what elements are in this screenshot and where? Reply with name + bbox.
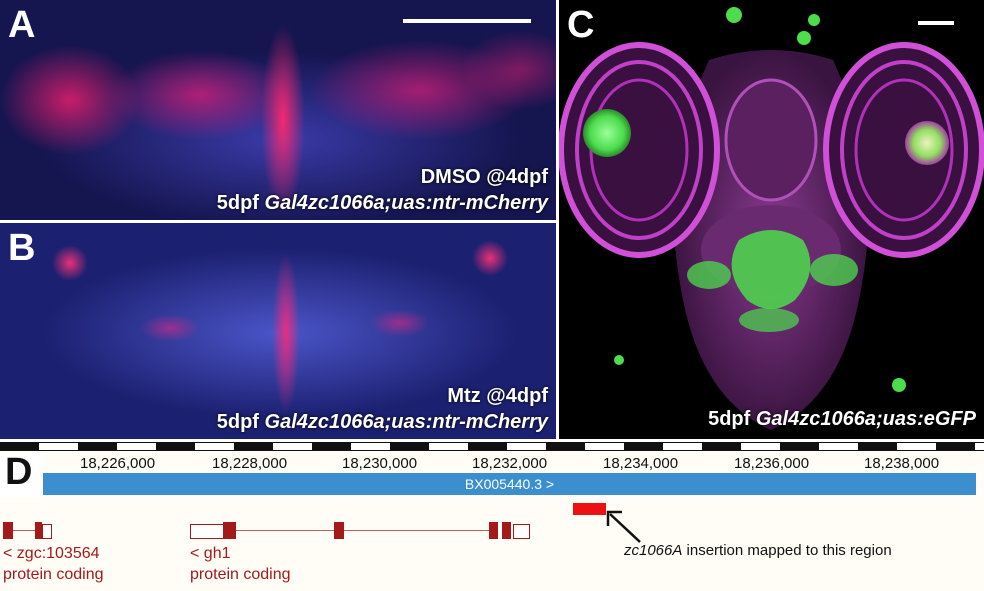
- gene-exon: [223, 522, 236, 539]
- gene-utr: [42, 524, 52, 539]
- panel-a-treatment: DMSO @4dpf: [420, 166, 548, 188]
- gene-utr: [513, 524, 530, 539]
- panel-b-genotype: Gal4zc1066a;uas:ntr-mCherry: [264, 411, 548, 433]
- panel-a-scale-bar: [403, 19, 531, 23]
- insertion-allele: zc1066A: [624, 542, 683, 559]
- panel-c-genotype: Gal4zc1066a;uas:eGFP: [755, 408, 976, 430]
- gene-biotype-zgc: protein coding: [3, 566, 104, 583]
- insertion-annotation-text: insertion mapped to this region: [682, 542, 892, 559]
- panel-c-letter: C: [567, 4, 595, 46]
- panel-b-treatment: Mtz @4dpf: [447, 385, 548, 407]
- gene-exon: [3, 522, 13, 539]
- coord-label: 18,228,000: [212, 455, 288, 472]
- gene-exon: [334, 522, 344, 539]
- panel-a-micrograph: A DMSO @4dpf 5dpf Gal4zc1066a;uas:ntr-mC…: [0, 0, 556, 220]
- panel-c-genotype-prefix: 5dpf: [708, 408, 756, 430]
- gene-exon: [35, 522, 42, 539]
- gene-biotype-gh1: protein coding: [190, 566, 291, 583]
- coord-label: 18,238,000: [864, 455, 940, 472]
- panel-a-letter: A: [8, 4, 36, 46]
- larva-brain-illustration: [559, 7, 984, 430]
- panel-d-letter-box: D: [0, 451, 43, 497]
- panel-c-micrograph: C 5dpf Gal4zc1066a;uas:eGFP: [559, 0, 984, 439]
- gene-exon: [489, 522, 498, 539]
- gene-name-zgc[interactable]: < zgc:103564: [3, 545, 100, 562]
- coord-label: 18,236,000: [734, 455, 810, 472]
- coord-label: 18,232,000: [472, 455, 548, 472]
- coord-label: 18,230,000: [342, 455, 418, 472]
- panel-d-letter: D: [5, 451, 33, 493]
- panel-c-scale-bar: [918, 21, 954, 25]
- panel-a-genotype-line: 5dpf Gal4zc1066a;uas:ntr-mCherry: [217, 192, 548, 215]
- insertion-annotation: zc1066A insertion mapped to this region: [624, 542, 892, 559]
- panel-a-genotype: Gal4zc1066a;uas:ntr-mCherry: [264, 192, 548, 214]
- panel-a-genotype-prefix: 5dpf: [216, 192, 265, 214]
- gene-intron: [13, 530, 35, 531]
- coordinate-ruler: [0, 442, 984, 451]
- gene-utr: [190, 524, 224, 539]
- arrow-icon: [606, 510, 641, 543]
- panel-c-genotype-line: 5dpf Gal4zc1066a;uas:eGFP: [708, 408, 976, 431]
- gene-intron: [236, 530, 334, 531]
- clone-track-bar[interactable]: BX005440.3 >: [43, 473, 976, 495]
- clone-track-label: BX005440.3 >: [464, 476, 555, 492]
- gene-name-gh1[interactable]: < gh1: [190, 545, 231, 562]
- coord-label: 18,226,000: [80, 455, 156, 472]
- panel-b-letter: B: [8, 227, 36, 269]
- panel-b-micrograph: B Mtz @4dpf 5dpf Gal4zc1066a;uas:ntr-mCh…: [0, 223, 556, 439]
- panel-b-genotype-line: 5dpf Gal4zc1066a;uas:ntr-mCherry: [217, 411, 548, 434]
- insertion-region-marker: [573, 503, 606, 515]
- gene-exon: [502, 522, 511, 539]
- gene-intron: [344, 530, 489, 531]
- panel-b-genotype-prefix: 5dpf: [216, 411, 265, 433]
- panel-d-genome-browser: 18,226,000 18,228,000 18,230,000 18,232,…: [0, 442, 984, 591]
- coord-label: 18,234,000: [603, 455, 679, 472]
